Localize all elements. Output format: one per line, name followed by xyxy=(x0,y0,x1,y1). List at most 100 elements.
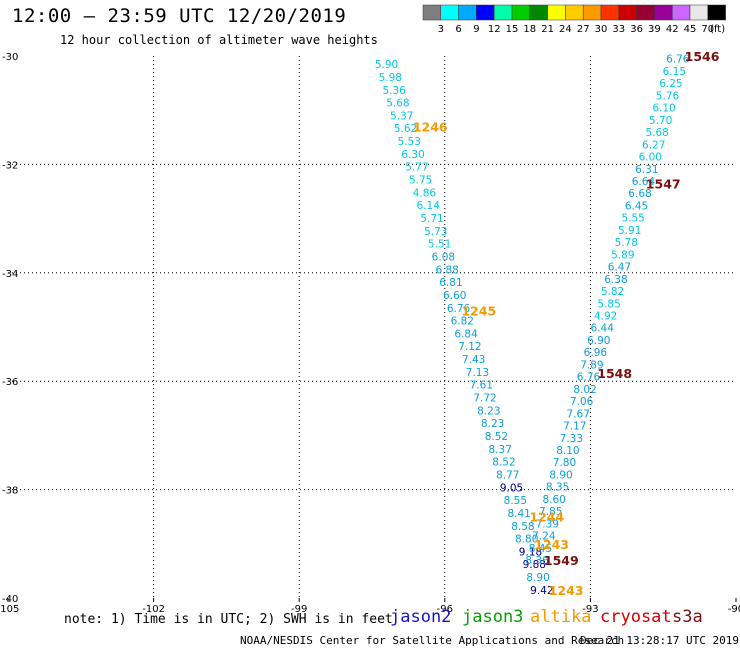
colorbar-label: 39 xyxy=(648,24,661,35)
wave-height-label: 6.76 xyxy=(666,54,690,66)
colorbar-label: 15 xyxy=(506,24,519,35)
wave-height-label: 6.44 xyxy=(591,323,615,335)
x-tick-label: -105 xyxy=(0,604,19,615)
wave-height-label: 8.45 xyxy=(529,543,552,555)
wave-height-label: 5.75 xyxy=(409,175,432,187)
wave-height-label: 6.08 xyxy=(432,251,455,263)
wave-height-label: 6.84 xyxy=(454,328,478,340)
wave-height-label: 5.37 xyxy=(390,110,413,122)
wave-height-label: 7.85 xyxy=(539,506,562,518)
wave-height-label: 9.18 xyxy=(519,546,542,558)
wave-height-label: 6.25 xyxy=(659,78,682,90)
y-tick-label: -32 xyxy=(2,160,18,171)
wave-height-label: 8.41 xyxy=(507,508,530,520)
colorbar-swatch xyxy=(493,4,513,21)
y-tick-label: -40 xyxy=(2,594,18,605)
legend-jason2: jason2 xyxy=(390,607,452,627)
legend-altika: altika xyxy=(530,607,592,627)
wave-height-label: 6.10 xyxy=(652,103,675,115)
wave-height-label: 5.73 xyxy=(424,226,447,238)
wave-height-label: 8.55 xyxy=(504,495,527,507)
colorbar-label: 27 xyxy=(577,24,590,35)
wave-height-label: 6.88 xyxy=(435,264,458,276)
colorbar-swatch xyxy=(476,4,495,21)
wave-height-label: 7.89 xyxy=(580,359,603,371)
colorbar-label: 18 xyxy=(523,24,536,35)
wave-height-label: 6.81 xyxy=(439,277,462,289)
wave-height-label: 6.60 xyxy=(443,290,466,302)
pass-time-label: 1549 xyxy=(544,553,579,568)
wave-height-label: 8.23 xyxy=(477,405,500,417)
wave-height-label: 5.82 xyxy=(601,286,624,298)
wave-height-label: 8.80 xyxy=(515,534,538,546)
colorbar-label: 42 xyxy=(666,24,679,35)
wave-height-label: 8.35 xyxy=(546,482,569,494)
y-tick-label: -38 xyxy=(2,486,18,497)
colorbar-label: (ft) xyxy=(710,24,725,35)
colorbar-swatch xyxy=(636,4,655,21)
colorbar-label: 12 xyxy=(488,24,501,35)
wave-height-label: 7.33 xyxy=(560,433,583,445)
wave-height-label: 6.27 xyxy=(642,139,665,151)
wave-height-label: 5.85 xyxy=(597,298,620,310)
wave-height-label: 5.77 xyxy=(405,162,428,174)
wave-height-label: 5.78 xyxy=(615,237,638,249)
wave-height-label: 8.10 xyxy=(556,445,579,457)
colorbar-swatch xyxy=(582,4,602,21)
wave-height-label: 7.67 xyxy=(567,408,590,420)
colorbar-swatch xyxy=(440,4,459,21)
wave-height-label: 8.60 xyxy=(542,494,565,506)
colorbar-label: 3 xyxy=(438,24,444,35)
footer-credit: NOAA/NESDIS Center for Satellite Applica… xyxy=(240,634,625,647)
wave-height-label: 6.30 xyxy=(401,149,424,161)
wave-height-label: 6.47 xyxy=(608,262,631,274)
wave-height-label: 9.05 xyxy=(500,482,523,494)
wave-height-label: 5.53 xyxy=(398,136,421,148)
pass-time-label: 1546 xyxy=(685,49,720,64)
footer-timestamp: Dec 21 13:28:17 UTC 2019 xyxy=(580,634,739,647)
wave-height-label: 6.45 xyxy=(625,200,648,212)
wave-height-label: 6.14 xyxy=(417,200,441,212)
wave-height-label: 6.00 xyxy=(639,152,662,164)
wave-height-label: 5.55 xyxy=(621,213,644,225)
pass-time-label: 1548 xyxy=(597,366,632,381)
wave-height-label: 5.76 xyxy=(656,90,680,102)
y-tick-label: -34 xyxy=(2,269,18,280)
wave-height-label: 7.06 xyxy=(570,396,594,408)
wave-height-label: 4.86 xyxy=(413,187,437,199)
wave-height-label: 5.51 xyxy=(428,239,451,251)
colorbar-swatch xyxy=(654,4,673,21)
wave-height-label: 6.64 xyxy=(632,176,656,188)
colorbar-swatch xyxy=(511,4,531,21)
colorbar-label: 33 xyxy=(612,24,625,35)
colorbar-swatch xyxy=(458,4,477,21)
wave-height-label: 8.23 xyxy=(481,418,504,430)
wave-height-label: 4.92 xyxy=(594,310,617,322)
colorbar-label: 36 xyxy=(630,24,643,35)
wave-height-label: 8.36 xyxy=(525,555,549,567)
wave-height-label: 8.52 xyxy=(485,431,508,443)
colorbar-swatch xyxy=(565,4,584,21)
colorbar-label: 24 xyxy=(559,24,572,35)
legend-s3a: s3a xyxy=(672,607,703,627)
wave-height-label: 7.12 xyxy=(458,341,481,353)
wave-height-label: 7.24 xyxy=(532,531,556,543)
colorbar-swatch xyxy=(529,4,548,21)
x-tick-label: -93 xyxy=(582,604,598,615)
wave-height-label: 9.42 xyxy=(530,585,553,597)
colorbar-swatch xyxy=(707,4,726,21)
wave-height-label: 5.91 xyxy=(618,225,641,237)
wave-height-label: 5.90 xyxy=(375,59,398,71)
pass-time-label: 1244 xyxy=(529,510,564,525)
wave-height-label: 8.77 xyxy=(496,469,519,481)
colorbar-swatch xyxy=(671,4,691,21)
colorbar-label: 6 xyxy=(455,24,461,35)
wave-height-label: 8.90 xyxy=(549,469,572,481)
colorbar-label: 30 xyxy=(595,24,608,35)
wave-height-label: 7.17 xyxy=(563,421,586,433)
x-tick-label: -99 xyxy=(291,604,307,615)
colorbar-label: 45 xyxy=(684,24,697,35)
wave-height-label: 6.76 xyxy=(447,303,471,315)
wave-height-label: 6.68 xyxy=(628,188,651,200)
legend-jason3: jason3 xyxy=(462,607,524,627)
